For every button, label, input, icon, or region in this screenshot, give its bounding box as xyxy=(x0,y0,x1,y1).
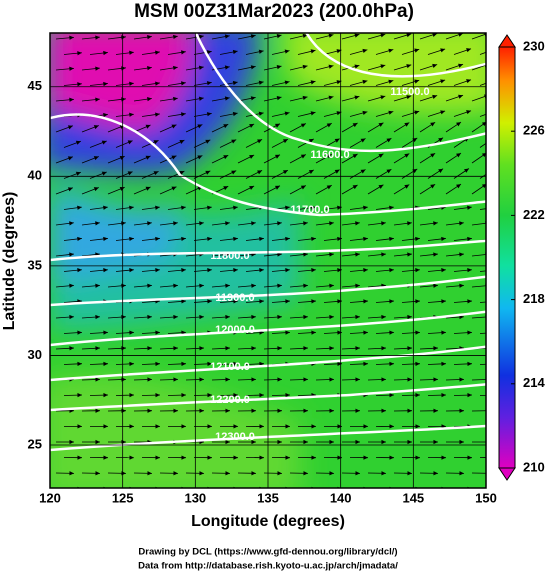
wind-arrow-head xyxy=(493,424,498,428)
x-tick-label: 130 xyxy=(184,490,206,505)
wind-arrow-head xyxy=(493,362,498,366)
y-tick-label: 35 xyxy=(28,257,42,272)
colorbar-tick-label: 226 xyxy=(523,123,545,138)
colorbar-tick-label: 230 xyxy=(523,38,545,53)
contour-label: 11500.0 xyxy=(390,86,429,98)
y-tick-label: 45 xyxy=(28,78,42,93)
contour-label: 11800.0 xyxy=(210,250,249,262)
x-tick-label: 125 xyxy=(112,490,134,505)
wind-arrow-head xyxy=(490,168,495,172)
contour-label: 12000.0 xyxy=(215,324,255,336)
contour-label: 11600.0 xyxy=(310,149,349,161)
contour-label: 12100.0 xyxy=(210,361,250,373)
footer-line: Drawing by DCL (https://www.gfd-dennou.o… xyxy=(138,547,397,558)
colorbar-tick-label: 210 xyxy=(523,459,545,474)
footer-line: Data from http://database.rish.kyoto-u.a… xyxy=(138,561,398,572)
wind-arrow-head xyxy=(493,456,498,460)
colorbar-tick-label: 222 xyxy=(523,207,545,222)
wind-arrow-head xyxy=(493,331,498,335)
y-tick-label: 40 xyxy=(28,168,42,183)
contour-label: 12200.0 xyxy=(210,394,250,406)
contour-label: 11900.0 xyxy=(215,292,254,304)
wind-arrow-head xyxy=(493,237,498,241)
y-tick-label: 30 xyxy=(28,347,42,362)
colorbar-tick-label: 214 xyxy=(523,375,545,390)
y-tick-label: 25 xyxy=(28,436,42,451)
colorbar-extend-bottom xyxy=(499,468,515,480)
colorbar-tick-label: 218 xyxy=(523,291,545,306)
x-axis-title: Longitude (degrees) xyxy=(191,513,345,530)
colorbar xyxy=(499,47,515,468)
contour-label: 11700.0 xyxy=(290,204,329,216)
x-tick-label: 150 xyxy=(475,490,497,505)
wind-arrow-head xyxy=(492,79,497,83)
wind-arrow-head xyxy=(493,299,498,303)
wind-arrow-head xyxy=(490,137,495,141)
x-tick-label: 145 xyxy=(402,490,424,505)
x-tick-label: 140 xyxy=(330,490,352,505)
y-axis-title: Latitude (degrees) xyxy=(1,192,18,331)
wind-arrow-head xyxy=(493,206,498,210)
chart-title: MSM 00Z31Mar2023 (200.0hPa) xyxy=(134,1,414,22)
colorbar-extend-top xyxy=(499,35,515,47)
wind-arrow-head xyxy=(493,268,498,272)
wind-arrow-head xyxy=(492,48,497,52)
contour-label: 12300.0 xyxy=(215,431,255,443)
wind-arrow-head xyxy=(492,110,497,114)
wind-arrow-head xyxy=(493,393,498,397)
x-tick-label: 135 xyxy=(257,490,279,505)
x-tick-label: 120 xyxy=(39,490,61,505)
